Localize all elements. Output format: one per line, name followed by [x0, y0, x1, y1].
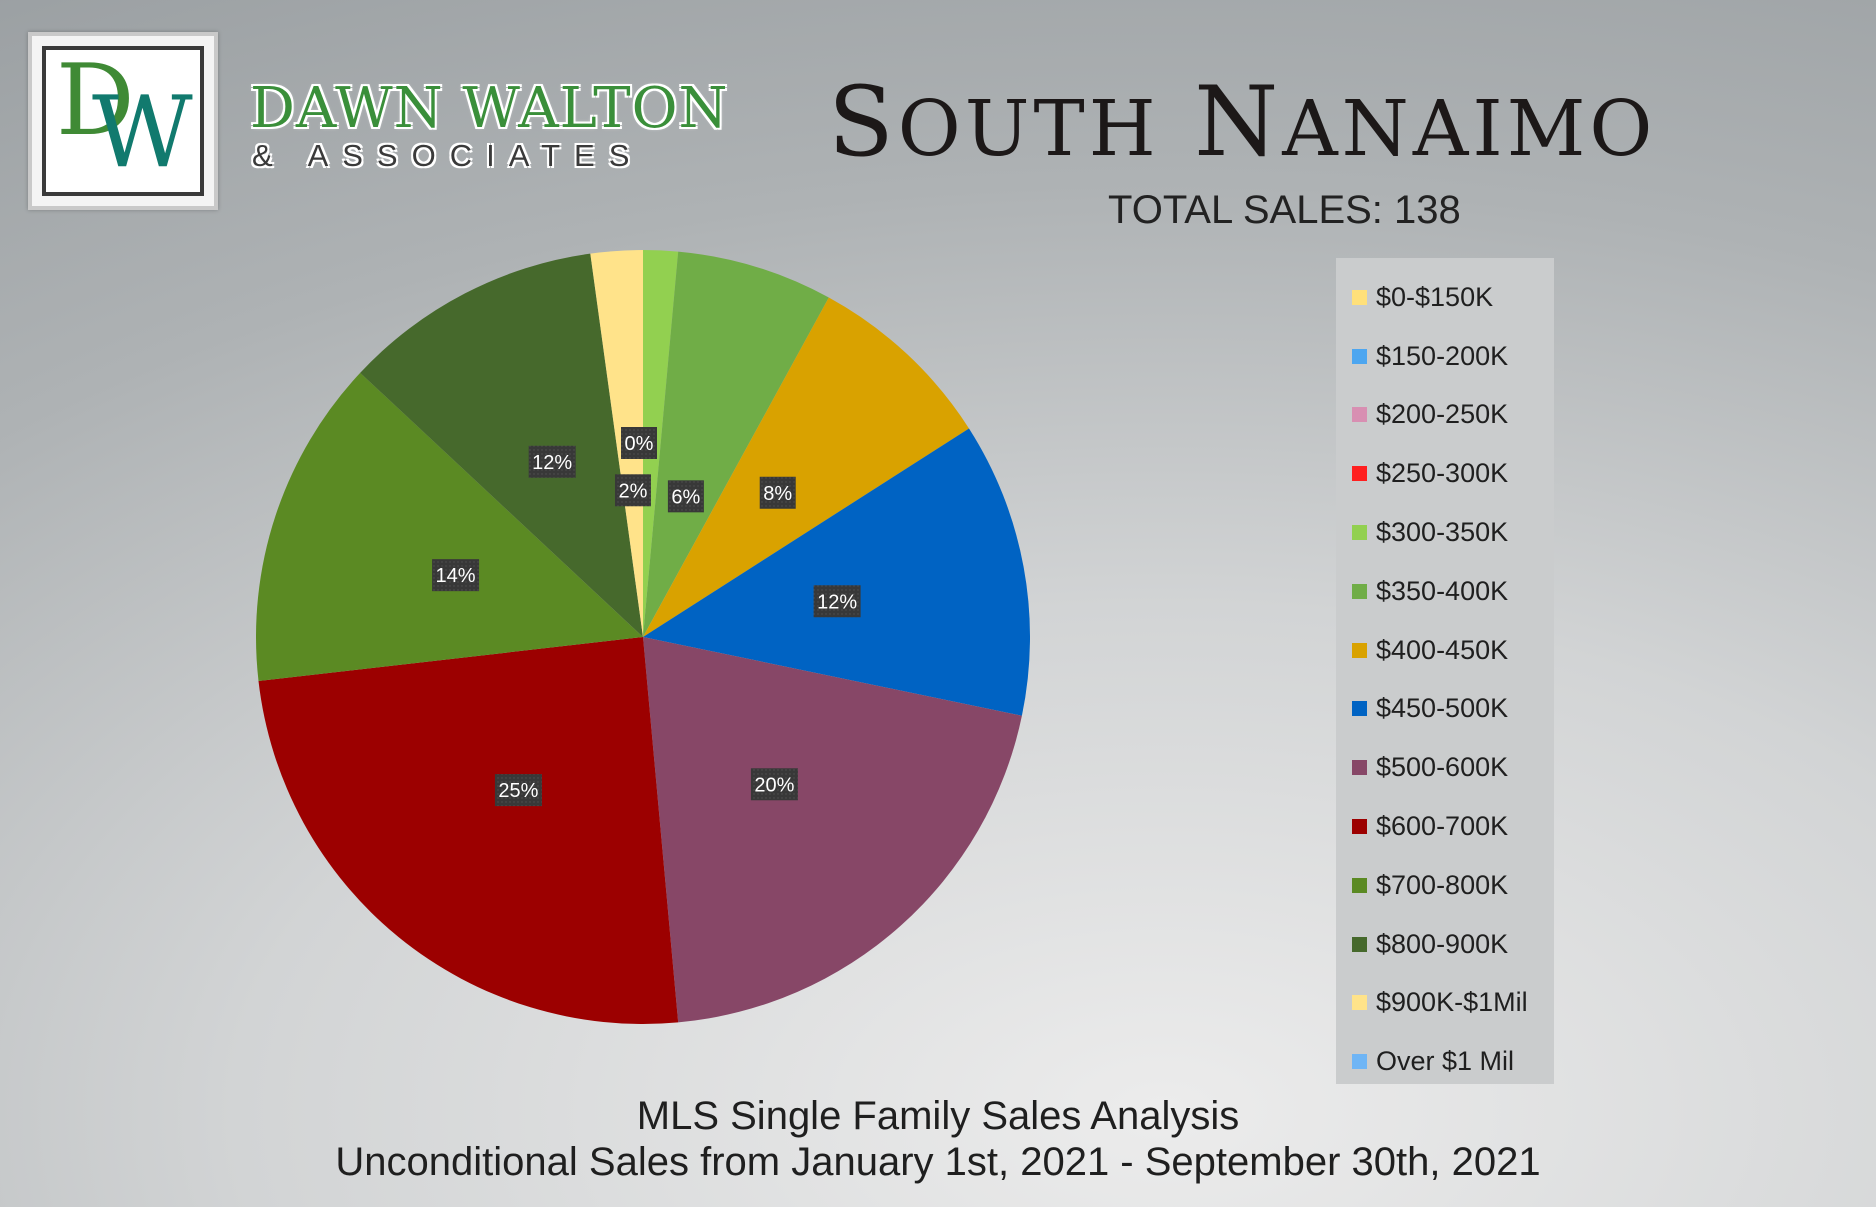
legend-item-700-800k: $700-800K — [1336, 856, 1554, 915]
legend-swatch — [1352, 466, 1367, 482]
legend-item-900k-1mil: $900K-$1Mil — [1336, 974, 1554, 1033]
data-label-box-over-1-mil — [621, 427, 657, 459]
legend-label: Over $1 Mil — [1376, 1046, 1515, 1077]
legend-swatch — [1352, 995, 1367, 1011]
legend-label: $500-600K — [1376, 752, 1509, 783]
legend-swatch — [1352, 642, 1367, 658]
legend-label: $800-900K — [1376, 928, 1509, 959]
legend-swatch — [1352, 289, 1367, 305]
pie-slice-700-800k — [256, 372, 643, 681]
logo-letter-d: D — [56, 46, 135, 158]
legend-item-600-700k: $600-700K — [1336, 797, 1554, 856]
pie-slice-900k-1mil — [590, 250, 643, 637]
pie-slice-800-900k — [360, 253, 643, 637]
legend-label: $200-250K — [1376, 399, 1509, 430]
data-label-600-700k: 25% — [498, 780, 538, 802]
pie-slice-400-450k — [643, 297, 969, 637]
data-label-450-500k: 12% — [817, 591, 857, 613]
brand-tagline: & ASSOCIATES — [252, 138, 644, 173]
footer-line-1: MLS Single Family Sales Analysis — [636, 1094, 1240, 1138]
pie-slice-300-350k — [643, 250, 679, 637]
pie-slice-600-700k — [258, 637, 679, 1024]
legend-swatch — [1352, 348, 1367, 364]
legend-label: $400-450K — [1376, 634, 1509, 665]
data-label-box-800-900k — [528, 445, 576, 478]
data-label-900k-1mil: 2% — [619, 480, 648, 502]
legend-swatch — [1352, 583, 1367, 599]
pie-slice-350-400k — [643, 251, 829, 638]
data-label-box-400-450k — [759, 476, 796, 509]
legend-item-250-300k: $250-300K — [1336, 444, 1554, 503]
data-label-box-900k-1mil — [614, 474, 651, 507]
footer-line-2: Unconditional Sales from January 1st, 20… — [335, 1140, 1541, 1184]
legend-swatch — [1352, 760, 1367, 776]
data-label-box-350-400k — [667, 480, 704, 513]
chart-legend: $0-$150K $150-200K $200-250K $250-300K $300-… — [1336, 258, 1554, 1084]
legend-item-200-250k: $200-250K — [1336, 386, 1554, 445]
pie-slice-450-500k — [643, 428, 1030, 716]
legend-item-0-150k: $0-$150K — [1336, 268, 1554, 327]
legend-item-450-500k: $450-500K — [1336, 680, 1554, 739]
brand-name: DAWN WALTON — [250, 76, 729, 141]
legend-label: $700-800K — [1376, 869, 1509, 900]
legend-item-400-450k: $400-450K — [1336, 621, 1554, 680]
legend-item-800-900k: $800-900K — [1336, 915, 1554, 974]
legend-label: $150-200K — [1376, 340, 1509, 371]
legend-item-150-200k: $150-200K — [1336, 327, 1554, 386]
total-sales: TOTAL SALES: 138 — [1108, 188, 1461, 232]
legend-swatch — [1352, 1054, 1367, 1070]
chart-title: SOUTH NANAIMO — [828, 66, 1657, 178]
legend-item-500-600k: $500-600K — [1336, 738, 1554, 797]
legend-label: $250-300K — [1376, 458, 1509, 489]
data-label-700-800k: 14% — [436, 565, 476, 587]
legend-label: $900K-$1Mil — [1376, 987, 1528, 1018]
data-label-800-900k: 12% — [532, 452, 572, 474]
data-label-400-450k: 8% — [763, 483, 792, 505]
legend-label: $350-400K — [1376, 575, 1509, 606]
legend-item-300-350k: $300-350K — [1336, 503, 1554, 562]
legend-swatch — [1352, 936, 1367, 952]
data-label-350-400k: 6% — [671, 486, 700, 508]
data-label-box-600-700k — [494, 774, 542, 807]
legend-item-over-1-mil: Over $1 Mil — [1336, 1032, 1554, 1091]
brand-logo: D W — [28, 32, 218, 210]
data-label-over-1-mil: 0% — [625, 433, 654, 455]
pie-slice-500-600k — [643, 637, 1022, 1023]
legend-swatch — [1352, 877, 1367, 893]
legend-item-350-400k: $350-400K — [1336, 562, 1554, 621]
legend-label: $0-$150K — [1376, 281, 1494, 312]
data-label-box-700-800k — [432, 559, 480, 592]
legend-label: $450-500K — [1376, 693, 1509, 724]
data-label-box-450-500k — [813, 585, 861, 618]
data-label-500-600k: 20% — [754, 774, 794, 796]
data-label-box-500-600k — [750, 768, 798, 801]
legend-label: $300-350K — [1376, 517, 1509, 548]
legend-swatch — [1352, 525, 1367, 541]
legend-swatch — [1352, 819, 1367, 835]
legend-swatch — [1352, 407, 1367, 423]
legend-label: $600-700K — [1376, 811, 1509, 842]
legend-swatch — [1352, 701, 1367, 717]
logo-letter-w: W — [92, 76, 193, 190]
